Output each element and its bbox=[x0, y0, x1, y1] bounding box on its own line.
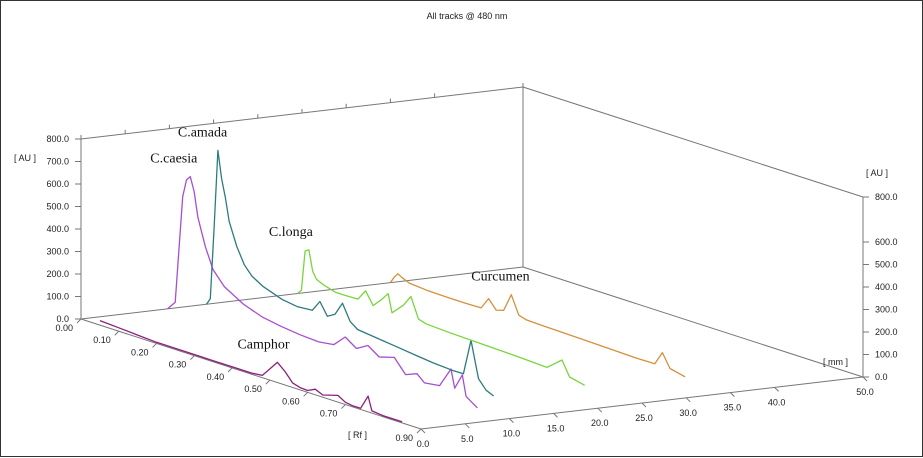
x-tick-label: 0.00 bbox=[55, 323, 73, 333]
x-tick bbox=[76, 318, 82, 324]
trace-c-longa: C.longa bbox=[269, 225, 586, 386]
z-tick-label: 0.0 bbox=[417, 439, 430, 449]
wall-right-top-edge bbox=[522, 86, 864, 198]
z-tick-label: 25.0 bbox=[635, 413, 653, 423]
z-tick-label: 40.0 bbox=[768, 397, 786, 407]
x-axis-label: [ Rf ] bbox=[348, 430, 367, 440]
axis-ticks: 0.0 100.0 200.0 300.0 400.0 500.0 600.0 700.0 80… bbox=[46, 83, 898, 449]
trace-label: C.longa bbox=[269, 225, 314, 240]
trace-curcumen: Curcumen bbox=[389, 270, 686, 378]
x-tick-label: 0.50 bbox=[244, 384, 262, 394]
trace-label: C.caesia bbox=[150, 152, 198, 167]
y-axis-label-right: [ AU ] bbox=[866, 168, 888, 178]
trace-label: C.amada bbox=[178, 125, 228, 140]
y-tick-label-right: 200.0 bbox=[875, 327, 898, 337]
x-tick bbox=[227, 367, 233, 373]
trace-line bbox=[205, 149, 494, 397]
z-tick bbox=[464, 423, 470, 429]
x-tick bbox=[303, 391, 309, 397]
z-tick-label: 35.0 bbox=[724, 403, 742, 413]
z-tick bbox=[553, 413, 558, 418]
x-axis-line bbox=[80, 318, 422, 430]
z-tick-label: 20.0 bbox=[591, 418, 609, 428]
y-axis-label-left: [ AU ] bbox=[14, 153, 36, 163]
z-tick bbox=[862, 376, 868, 382]
x-tick-label: 0.90 bbox=[395, 433, 413, 443]
trace-c-caesia: C.caesia bbox=[150, 152, 478, 409]
x-tick-label: 0.10 bbox=[93, 335, 111, 345]
z-tick bbox=[730, 392, 735, 397]
y-tick-label-left: 100.0 bbox=[46, 292, 69, 302]
y-tick-label-left: 200.0 bbox=[46, 269, 69, 279]
y-tick-label-right: 300.0 bbox=[875, 305, 898, 315]
z-tick bbox=[685, 397, 691, 403]
z-tick-label: 30.0 bbox=[679, 408, 697, 418]
trace-line bbox=[389, 273, 686, 378]
y-tick-label-right: 100.0 bbox=[875, 350, 898, 360]
trace-label: Curcumen bbox=[471, 270, 529, 285]
floor-right-edge bbox=[522, 266, 864, 378]
trace-label: Camphor bbox=[237, 337, 289, 352]
y-tick-label-right: 500.0 bbox=[875, 260, 898, 270]
trace-c-amada: C.amada bbox=[178, 125, 494, 397]
y-tick-label-right: 0.0 bbox=[875, 372, 888, 382]
chart-title: All tracks @ 480 nm bbox=[427, 11, 508, 21]
trace-line bbox=[297, 249, 586, 386]
x-tick-label: 0.70 bbox=[320, 409, 338, 419]
y-tick-label-right: 600.0 bbox=[875, 237, 898, 247]
z-tick bbox=[641, 402, 647, 408]
x-tick bbox=[152, 343, 157, 348]
z-tick bbox=[509, 418, 514, 423]
y-tick-label-left: 600.0 bbox=[46, 179, 69, 189]
y-tick-label-left: 700.0 bbox=[46, 157, 69, 167]
trace-line bbox=[99, 319, 403, 423]
track-traces: Camphor C.caesia C.amada C.longa Curcumen bbox=[99, 125, 686, 423]
x-tick-label: 0.40 bbox=[207, 372, 225, 382]
y-tick-label-left: 800.0 bbox=[46, 134, 69, 144]
y-tick-label-left: 300.0 bbox=[46, 247, 69, 257]
floor-back-edge bbox=[80, 266, 524, 320]
trace-camphor: Camphor bbox=[99, 319, 403, 423]
z-tick-label: 50.0 bbox=[856, 387, 874, 397]
z-tick bbox=[597, 407, 603, 413]
x-tick-label: 0.20 bbox=[131, 347, 149, 357]
x-tick bbox=[189, 355, 195, 361]
z-axis-label: [ mm ] bbox=[823, 357, 848, 367]
x-tick bbox=[114, 330, 120, 336]
z-tick-label: 15.0 bbox=[547, 423, 565, 433]
z-tick bbox=[420, 428, 426, 434]
y-tick-label-right: 800.0 bbox=[875, 192, 898, 202]
y-tick-label-left: 0.0 bbox=[56, 314, 69, 324]
y-tick-label-left: 500.0 bbox=[46, 202, 69, 212]
x-tick bbox=[416, 428, 422, 434]
y-tick-label-left: 400.0 bbox=[46, 224, 69, 234]
x-tick bbox=[341, 404, 346, 409]
z-tick-label: 10.0 bbox=[503, 429, 521, 439]
y-tick-label-right: 400.0 bbox=[875, 282, 898, 292]
x-tick-label: 0.60 bbox=[282, 396, 300, 406]
z-tick-label: 5.0 bbox=[461, 434, 474, 444]
x-tick-label: 0.30 bbox=[169, 360, 187, 370]
trace-line bbox=[167, 175, 478, 409]
x-tick bbox=[265, 379, 271, 385]
z-tick bbox=[774, 387, 779, 392]
